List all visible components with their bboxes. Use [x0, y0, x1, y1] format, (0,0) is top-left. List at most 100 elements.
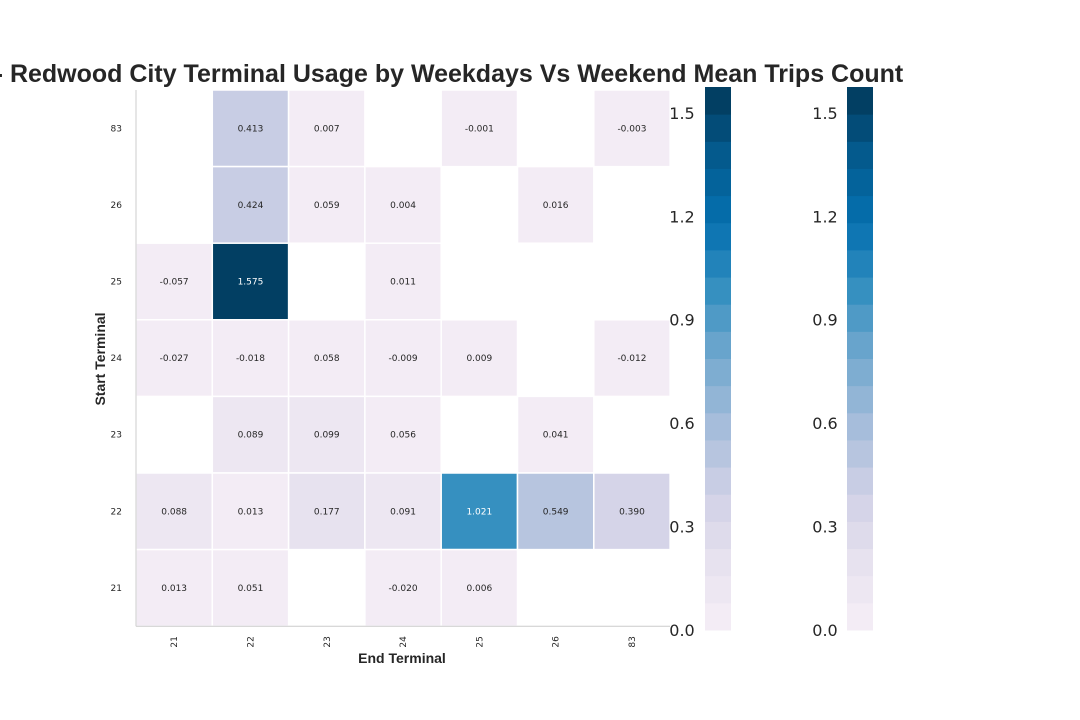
cell-value-label: 0.006 — [466, 584, 492, 594]
colorbar-band — [847, 277, 873, 305]
heatmap-cell — [593, 472, 671, 551]
y-tick-label: 21 — [111, 584, 122, 594]
colorbar-band — [705, 358, 731, 387]
cell-value-label: 0.056 — [390, 431, 416, 441]
colorbar-1: 0.0 0.3 0.6 0.9 1.2 1.5 — [669, 87, 731, 640]
x-tick-label: 21 — [170, 636, 180, 647]
colorbar-band — [705, 141, 731, 169]
colorbar-band — [847, 114, 873, 142]
colorbar-band — [847, 331, 873, 359]
colorbar-band — [705, 168, 731, 197]
colorbar-band — [705, 602, 731, 631]
colorbar-tick-label: 1.2 — [669, 207, 694, 226]
colorbar-tick-label: 0.9 — [669, 311, 694, 330]
cell-value-label: 0.007 — [314, 124, 340, 134]
chart-title: r - Redwood City Terminal Usage by Weekd… — [0, 60, 904, 88]
colorbar-band — [705, 467, 731, 495]
cell-value-label: 0.549 — [543, 507, 569, 517]
heatmap-cell — [364, 395, 442, 474]
heatmap-cell — [211, 472, 290, 551]
colorbar-band — [847, 304, 873, 332]
y-tick-label: 83 — [111, 124, 122, 134]
colorbar-2: 0.0 0.3 0.6 0.9 1.2 1.5 — [812, 87, 873, 640]
colorbar-band — [705, 195, 731, 224]
heatmap-cell — [440, 548, 519, 627]
heatmap-cell — [211, 548, 290, 627]
colorbar-band — [705, 575, 731, 604]
cell-value-label: 0.013 — [238, 507, 264, 517]
heatmap-cell — [211, 395, 290, 474]
heatmap-cell — [287, 165, 366, 244]
colorbar-band — [705, 277, 731, 305]
colorbar-band — [847, 358, 873, 387]
cell-value-label: 0.424 — [238, 201, 264, 211]
cell-value-label: -0.012 — [617, 354, 646, 364]
heatmap-cell — [211, 319, 290, 398]
heatmap-cell — [287, 395, 366, 474]
cell-value-label: 0.051 — [238, 584, 264, 594]
colorbar-band — [847, 385, 873, 414]
colorbar-band — [705, 87, 731, 115]
cell-value-label: 0.390 — [619, 507, 645, 517]
colorbar-band — [847, 168, 873, 197]
y-tick-label: 23 — [111, 431, 122, 441]
cell-value-label: 0.088 — [161, 507, 187, 517]
colorbar-tick-label: 0.0 — [812, 621, 837, 640]
cell-value-label: 0.041 — [543, 431, 569, 441]
colorbar-band — [705, 439, 731, 468]
cell-value-label: 0.413 — [238, 124, 264, 134]
colorbar-band — [705, 494, 731, 522]
cell-value-label: 0.058 — [314, 354, 340, 364]
x-tick-label: 24 — [399, 636, 409, 648]
heatmap-cell — [287, 89, 366, 168]
heatmap-cells: 0.413 0.007 -0.001 -0.003 0.424 0.059 0.004 0.0… — [135, 89, 671, 627]
cell-value-label: 1.575 — [238, 278, 264, 288]
colorbar-band — [705, 249, 731, 278]
x-tick-label: 22 — [246, 636, 256, 647]
heatmap-cell — [211, 242, 290, 321]
colorbar-tick-label: 1.5 — [812, 104, 837, 123]
colorbar-band — [705, 304, 731, 332]
y-axis-label: Start Terminal — [92, 312, 108, 405]
y-tick-label: 25 — [111, 278, 122, 288]
colorbar-band — [847, 412, 873, 441]
y-tick-label: 22 — [111, 507, 122, 517]
cell-value-label: -0.057 — [160, 278, 189, 288]
colorbar-band — [705, 331, 731, 359]
cell-value-label: -0.020 — [389, 584, 418, 594]
y-tick-label: 26 — [111, 201, 123, 211]
heatmap-cell — [211, 89, 290, 168]
cell-value-label: 0.016 — [543, 201, 569, 211]
colorbar-band — [847, 222, 873, 251]
colorbar-tick-label: 0.3 — [812, 518, 837, 537]
colorbar-tick-label: 0.3 — [669, 518, 694, 537]
heatmap-cell — [135, 548, 214, 627]
heatmap-cell — [364, 472, 442, 551]
x-axis-label: End Terminal — [358, 650, 446, 666]
colorbar-band — [847, 87, 873, 115]
colorbar-band — [847, 602, 873, 631]
cell-value-label: 0.013 — [161, 584, 187, 594]
colorbar-band — [705, 521, 731, 550]
cell-value-label: 0.059 — [314, 201, 340, 211]
colorbar-band — [847, 439, 873, 468]
colorbar-band — [705, 385, 731, 414]
heatmap-cell — [287, 319, 366, 398]
heatmap-cell — [364, 319, 442, 398]
colorbar-tick-label: 1.2 — [812, 207, 837, 226]
x-tick-label: 83 — [628, 636, 638, 647]
heatmap-cell — [516, 165, 595, 244]
heatmap-cell — [135, 472, 214, 551]
colorbar-band — [847, 249, 873, 278]
colorbar-band — [847, 195, 873, 224]
heatmap-cell — [135, 319, 214, 398]
colorbar-band — [847, 467, 873, 495]
colorbar-tick-label: 0.6 — [812, 414, 837, 433]
colorbar-band — [847, 141, 873, 169]
colorbar-band — [847, 548, 873, 577]
colorbar-band — [847, 494, 873, 522]
heatmap-cell — [364, 165, 442, 244]
colorbar-tick-label: 0.0 — [669, 621, 694, 640]
cell-value-label: -0.003 — [617, 124, 646, 134]
